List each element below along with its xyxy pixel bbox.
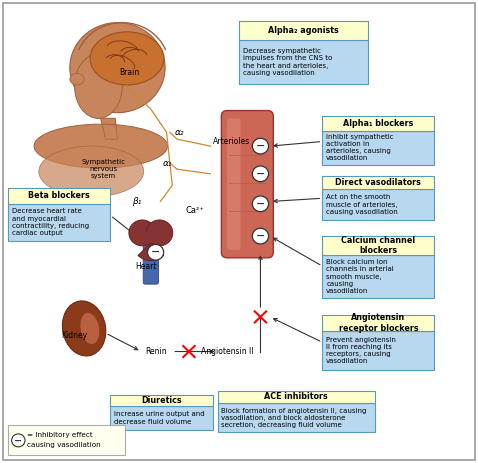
Circle shape bbox=[252, 196, 269, 212]
Text: Block calcium ion
channels in arterial
smooth muscle,
causing
vasodilation: Block calcium ion channels in arterial s… bbox=[326, 259, 394, 294]
Text: = Inhibitory effect: = Inhibitory effect bbox=[27, 432, 93, 438]
FancyBboxPatch shape bbox=[134, 232, 167, 243]
Text: Diuretics: Diuretics bbox=[141, 396, 182, 405]
FancyBboxPatch shape bbox=[3, 3, 475, 460]
Text: ACE inhibitors: ACE inhibitors bbox=[264, 393, 328, 401]
Text: Brain: Brain bbox=[119, 68, 140, 77]
Text: Inhibit sympathetic
activation in
arterioles, causing
vasodilation: Inhibit sympathetic activation in arteri… bbox=[326, 134, 394, 162]
FancyBboxPatch shape bbox=[322, 116, 435, 131]
Circle shape bbox=[252, 228, 269, 244]
Text: Alpha₂ agonists: Alpha₂ agonists bbox=[268, 26, 339, 35]
Text: Angiotensin
receptor blockers: Angiotensin receptor blockers bbox=[338, 313, 418, 332]
FancyBboxPatch shape bbox=[217, 403, 375, 432]
FancyBboxPatch shape bbox=[143, 239, 158, 284]
Circle shape bbox=[148, 244, 163, 260]
Ellipse shape bbox=[70, 74, 84, 85]
FancyBboxPatch shape bbox=[322, 131, 435, 164]
FancyBboxPatch shape bbox=[239, 21, 368, 40]
Text: −: − bbox=[151, 247, 160, 257]
Text: Alpha₁ blockers: Alpha₁ blockers bbox=[343, 119, 413, 128]
FancyBboxPatch shape bbox=[227, 119, 240, 250]
Circle shape bbox=[146, 220, 173, 246]
Ellipse shape bbox=[75, 54, 122, 119]
FancyBboxPatch shape bbox=[322, 255, 435, 299]
Ellipse shape bbox=[39, 146, 144, 197]
FancyBboxPatch shape bbox=[110, 395, 213, 406]
Text: Heart: Heart bbox=[135, 262, 157, 270]
FancyBboxPatch shape bbox=[322, 236, 435, 255]
FancyBboxPatch shape bbox=[322, 331, 435, 370]
Text: Act on the smooth
muscle of arterioles,
causing vasodilation: Act on the smooth muscle of arterioles, … bbox=[326, 194, 398, 215]
Text: Beta blockers: Beta blockers bbox=[28, 191, 90, 200]
Ellipse shape bbox=[70, 23, 165, 113]
Circle shape bbox=[11, 434, 25, 447]
Circle shape bbox=[252, 138, 269, 154]
Text: causing vasodilation: causing vasodilation bbox=[27, 442, 100, 448]
Polygon shape bbox=[101, 119, 118, 139]
Text: Arterioles: Arterioles bbox=[213, 137, 250, 146]
Ellipse shape bbox=[63, 301, 106, 356]
FancyBboxPatch shape bbox=[221, 111, 273, 258]
FancyBboxPatch shape bbox=[239, 40, 368, 84]
Wedge shape bbox=[138, 243, 163, 261]
Text: Prevent angiotensin
II from reaching its
receptors, causing
vasodilation: Prevent angiotensin II from reaching its… bbox=[326, 337, 396, 364]
Text: −: − bbox=[256, 231, 265, 241]
Text: α₂: α₂ bbox=[174, 128, 184, 137]
FancyBboxPatch shape bbox=[217, 391, 375, 403]
Ellipse shape bbox=[90, 32, 164, 85]
FancyBboxPatch shape bbox=[322, 314, 435, 331]
Text: −: − bbox=[256, 199, 265, 209]
Text: Ca²⁺: Ca²⁺ bbox=[186, 206, 205, 215]
Text: α₁: α₁ bbox=[163, 159, 172, 168]
Text: Increase urine output and
decrease fluid volume: Increase urine output and decrease fluid… bbox=[114, 411, 205, 425]
Text: −: − bbox=[14, 435, 22, 445]
FancyBboxPatch shape bbox=[322, 189, 435, 220]
Ellipse shape bbox=[80, 313, 99, 344]
Text: Block formation of angiotensin II, causing
vasodilation, and block aldosterone
s: Block formation of angiotensin II, causi… bbox=[221, 407, 367, 428]
Text: Decrease sympathetic
impulses from the CNS to
the heart and arterioles,
causing : Decrease sympathetic impulses from the C… bbox=[243, 48, 332, 76]
Text: β₁: β₁ bbox=[132, 197, 141, 206]
Text: Direct vasodilators: Direct vasodilators bbox=[336, 178, 421, 187]
Circle shape bbox=[129, 220, 156, 246]
FancyBboxPatch shape bbox=[8, 188, 110, 204]
Text: Kidney: Kidney bbox=[62, 331, 87, 340]
FancyBboxPatch shape bbox=[110, 406, 213, 430]
Ellipse shape bbox=[34, 124, 167, 168]
Text: Decrease heart rate
and myocardial
contractility, reducing
cardiac output: Decrease heart rate and myocardial contr… bbox=[11, 208, 89, 236]
Circle shape bbox=[252, 166, 269, 181]
FancyBboxPatch shape bbox=[322, 176, 435, 189]
Text: Renin: Renin bbox=[145, 347, 166, 356]
Text: −: − bbox=[256, 141, 265, 151]
Text: Calcium channel
blockers: Calcium channel blockers bbox=[341, 236, 415, 255]
FancyBboxPatch shape bbox=[8, 425, 125, 456]
Text: −: − bbox=[256, 169, 265, 179]
Text: Sympathetic
nervous
system: Sympathetic nervous system bbox=[81, 159, 125, 179]
FancyBboxPatch shape bbox=[8, 204, 110, 241]
Text: Angiotensin II: Angiotensin II bbox=[201, 347, 253, 356]
